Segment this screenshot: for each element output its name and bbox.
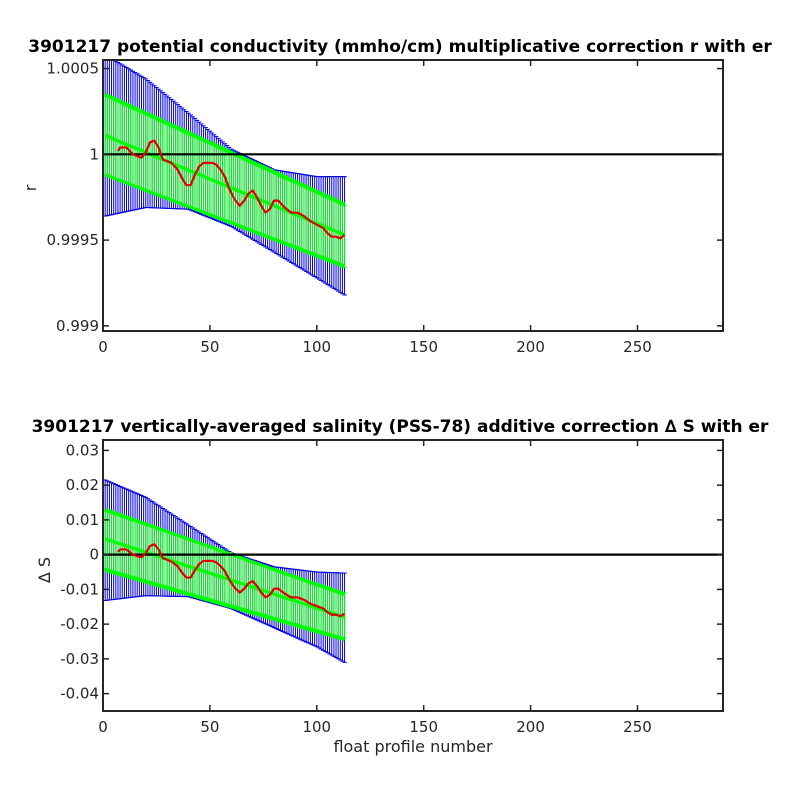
chart-panel-salinity: 3901217 vertically-averaged salinity (PS… <box>32 417 769 756</box>
red-series-line <box>117 543 346 618</box>
x-tick-label: 250 <box>623 338 652 356</box>
y-tick-label: 0.9995 <box>47 231 100 249</box>
green-fit-upper-line <box>104 507 346 597</box>
x-tick-label: 0 <box>98 338 108 356</box>
green-fit-center-line <box>104 537 346 619</box>
x-tick-label: 200 <box>516 338 545 356</box>
plot-content <box>103 60 723 296</box>
x-tick-label: 200 <box>516 718 545 736</box>
y-tick-label: 1 <box>89 145 99 163</box>
green-fit-upper-line <box>104 92 346 206</box>
axes-frame <box>102 439 724 712</box>
y-tick-label: -0.04 <box>60 685 99 703</box>
x-tick-label: 50 <box>200 338 219 356</box>
green-error-bar <box>342 205 347 269</box>
red-series-line <box>117 139 346 240</box>
y-tick-label: -0.01 <box>60 580 99 598</box>
y-tick-label: 0.02 <box>66 476 99 494</box>
y-axis-label: r <box>21 184 40 191</box>
green-fit-lower-line <box>104 173 346 268</box>
y-tick-label: 1.0005 <box>47 60 100 78</box>
y-tick-label: -0.02 <box>60 615 99 633</box>
green-fit-lower-line <box>104 568 346 642</box>
axes-frame <box>102 59 724 332</box>
y-axis-label: ∆ S <box>35 557 54 584</box>
y-tick-label: 0.01 <box>66 511 99 529</box>
x-axis-label: float profile number <box>333 737 493 756</box>
chart-title: 3901217 potential conductivity (mmho/cm)… <box>28 37 772 57</box>
x-tick-label: 100 <box>302 338 331 356</box>
plot-area <box>103 479 723 663</box>
x-tick-label: 0 <box>98 718 108 736</box>
y-tick-label: 0 <box>89 546 99 564</box>
y-tick-label: 0.03 <box>66 441 99 459</box>
y-tick-label: 0.999 <box>56 317 99 335</box>
x-tick-label: 250 <box>623 718 652 736</box>
x-tick-label: 150 <box>409 338 438 356</box>
axis-ticks: 0 50 100 150 200 250 0.999 0.9995 1 1.0005 <box>47 60 723 356</box>
plot-content <box>103 479 723 663</box>
x-tick-label: 100 <box>302 718 331 736</box>
x-tick-label: 50 <box>200 718 219 736</box>
chart-panel-conductivity: 3901217 potential conductivity (mmho/cm)… <box>21 37 772 356</box>
plot-area <box>103 60 723 296</box>
x-tick-label: 150 <box>409 718 438 736</box>
y-tick-label: -0.03 <box>60 650 99 668</box>
chart-title: 3901217 vertically-averaged salinity (PS… <box>32 417 769 437</box>
axis-ticks: 0 50 100 150 200 250 -0.04 -0.03 -0.02 -0.01 0 0.01… <box>60 440 723 736</box>
